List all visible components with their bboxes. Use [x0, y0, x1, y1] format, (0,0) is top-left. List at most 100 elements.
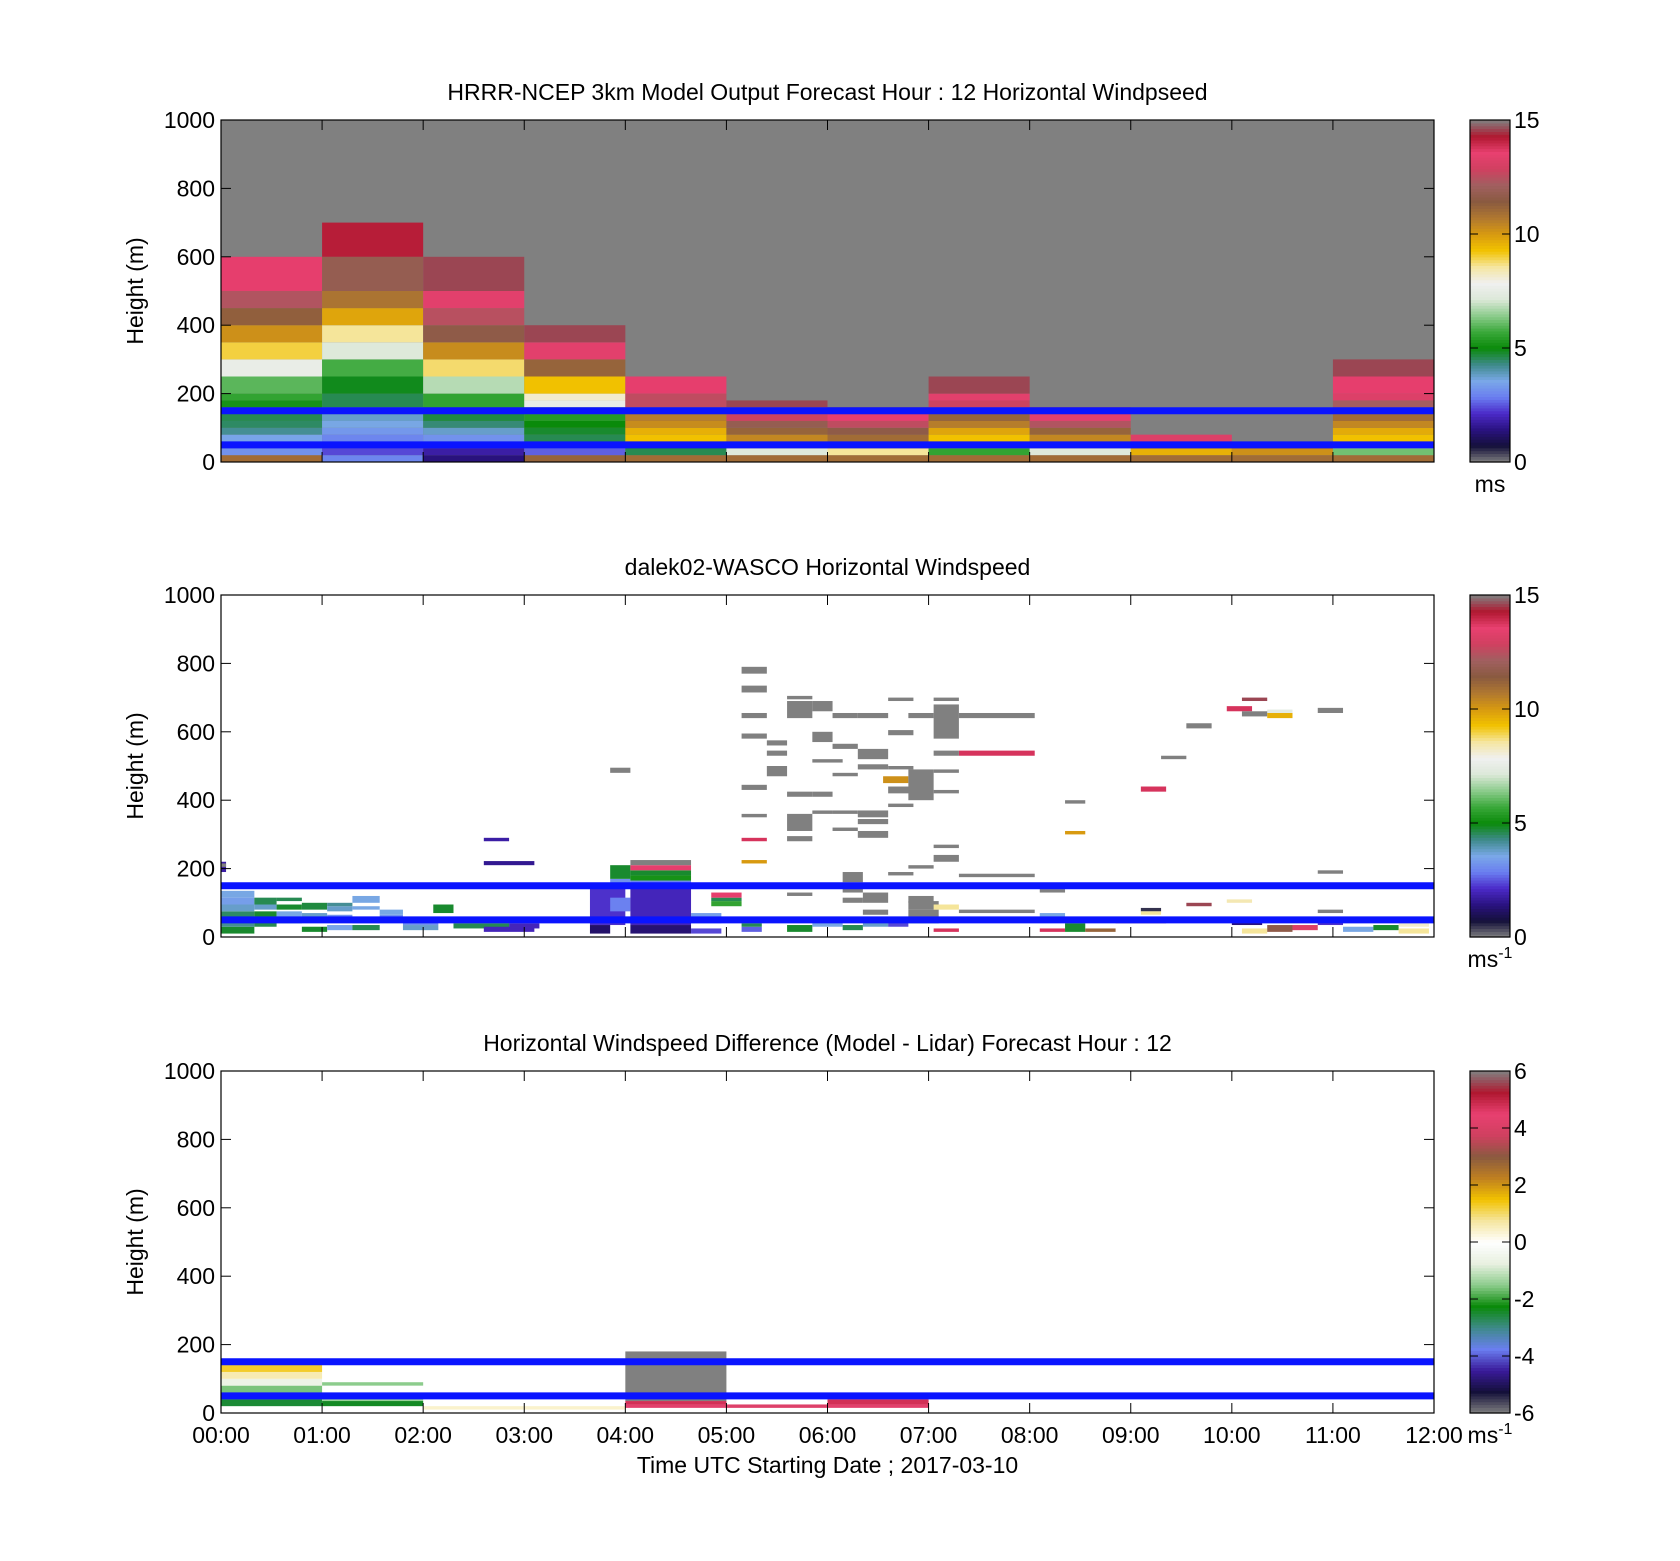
heatmap-cell	[766, 750, 788, 756]
colorbar-segment	[1470, 1207, 1510, 1212]
heatmap-cell	[221, 427, 323, 435]
colorbar-segment	[1470, 1102, 1510, 1106]
heatmap-cell	[221, 376, 323, 394]
heatmap-cell	[741, 813, 767, 818]
colorbar-segment	[1470, 703, 1510, 707]
heatmap-cell	[625, 455, 727, 462]
heatmap-cell	[221, 448, 323, 456]
heatmap-cell	[625, 1404, 727, 1408]
heatmap-cell	[908, 895, 934, 903]
heatmap-cell	[423, 448, 525, 456]
heatmap-cell	[1332, 359, 1434, 377]
colorbar-segment	[1470, 788, 1510, 793]
heatmap-cell	[610, 865, 631, 879]
heatmap-cell	[379, 909, 403, 915]
heatmap-cell	[221, 359, 323, 377]
colorbar-segment	[1470, 820, 1510, 824]
colorbar-segment	[1470, 1410, 1510, 1414]
heatmap-cell	[221, 911, 255, 919]
colorbar-segment	[1470, 427, 1510, 432]
colorbar-segment	[1470, 780, 1510, 784]
heatmap-cell	[1317, 870, 1344, 874]
colorbar-segment	[1470, 771, 1510, 776]
heatmap-cell	[787, 791, 813, 797]
colorbar-segment	[1470, 416, 1510, 420]
colorbar-segment	[1470, 1273, 1510, 1277]
heatmap-cell	[741, 860, 767, 864]
heatmap-cell	[524, 342, 626, 360]
heatmap-cell	[726, 400, 828, 408]
colorbar-segment	[1470, 691, 1510, 696]
heatmap-cell	[423, 455, 525, 462]
x-tick-label: 08:00	[1001, 1422, 1059, 1448]
heatmap-cell	[625, 420, 727, 428]
colorbar-segment	[1470, 350, 1510, 355]
colorbar-segment	[1470, 871, 1510, 875]
colorbar-segment	[1470, 757, 1510, 761]
heatmap-cell	[812, 759, 843, 763]
colorbar-segment	[1470, 1099, 1510, 1103]
colorbar-segment	[1470, 683, 1510, 687]
colorbar-segment	[1470, 1256, 1510, 1260]
colorbar-segment	[1470, 433, 1510, 437]
x-tick-label: 02:00	[394, 1422, 452, 1448]
colorbar-segment	[1470, 1150, 1510, 1155]
heatmap-cell	[1332, 427, 1434, 435]
heatmap-cell	[741, 733, 767, 739]
colorbar-unit-base: ms	[1475, 471, 1506, 497]
colorbar-segment	[1470, 379, 1510, 383]
colorbar-segment	[1470, 120, 1510, 124]
colorbar-segment	[1470, 333, 1510, 338]
heatmap-cell	[883, 776, 909, 784]
heatmap-cell	[741, 923, 762, 927]
heatmap-cell	[625, 434, 727, 442]
colorbar-segment	[1470, 322, 1510, 326]
colorbar-segment	[1470, 436, 1510, 440]
x-tick-label: 07:00	[900, 1422, 958, 1448]
colorbar-segment	[1470, 643, 1510, 647]
heatmap-cells	[221, 222, 1434, 462]
colorbar-segment	[1470, 1119, 1510, 1123]
colorbar-segment	[1470, 919, 1510, 924]
colorbar-segment	[1470, 905, 1510, 910]
heatmap-cell	[221, 1385, 323, 1393]
colorbar-segment	[1470, 407, 1510, 412]
y-tick-label: 1000	[164, 1058, 215, 1084]
heatmap-cell	[322, 414, 424, 421]
heatmap-cell	[221, 291, 323, 309]
colorbar-segment	[1470, 1110, 1510, 1115]
colorbar-segment	[1470, 316, 1510, 321]
colorbar-segment	[1470, 291, 1510, 295]
colorbar-segment	[1470, 743, 1510, 747]
heatmap-cell	[888, 872, 914, 876]
colorbar-segment	[1470, 1378, 1510, 1383]
colorbar-segment	[1470, 1136, 1510, 1140]
heatmap-cell	[741, 784, 767, 790]
colorbar-segment	[1470, 597, 1510, 602]
heatmap-cell	[832, 712, 858, 719]
colorbar-segment	[1470, 442, 1510, 446]
x-axis-label: Time UTC Starting Date ; 2017-03-10	[637, 1452, 1018, 1478]
colorbar-segment	[1470, 1290, 1510, 1294]
heatmap-cell	[221, 1365, 323, 1372]
colorbar-segment	[1470, 137, 1510, 141]
heatmap-cell	[322, 342, 424, 360]
colorbar-segment	[1470, 208, 1510, 212]
colorbar-segment	[1470, 831, 1510, 835]
heatmap-cell	[276, 897, 302, 902]
heatmap-cell	[1029, 434, 1131, 442]
colorbar-segment	[1470, 1281, 1510, 1286]
colorbar-segment	[1470, 225, 1510, 229]
heatmap-cell	[812, 810, 833, 814]
heatmap-cell	[832, 827, 858, 831]
colorbar-segment	[1470, 325, 1510, 329]
x-tick-label: 06:00	[799, 1422, 857, 1448]
colorbar-segment	[1470, 777, 1510, 781]
colorbar-segment	[1470, 196, 1510, 201]
colorbar-segment	[1470, 1242, 1510, 1246]
colorbar-segment	[1470, 1233, 1510, 1237]
heatmap-cell	[1332, 414, 1434, 421]
colorbar-segment	[1470, 885, 1510, 890]
colorbar-segment	[1470, 1310, 1510, 1314]
